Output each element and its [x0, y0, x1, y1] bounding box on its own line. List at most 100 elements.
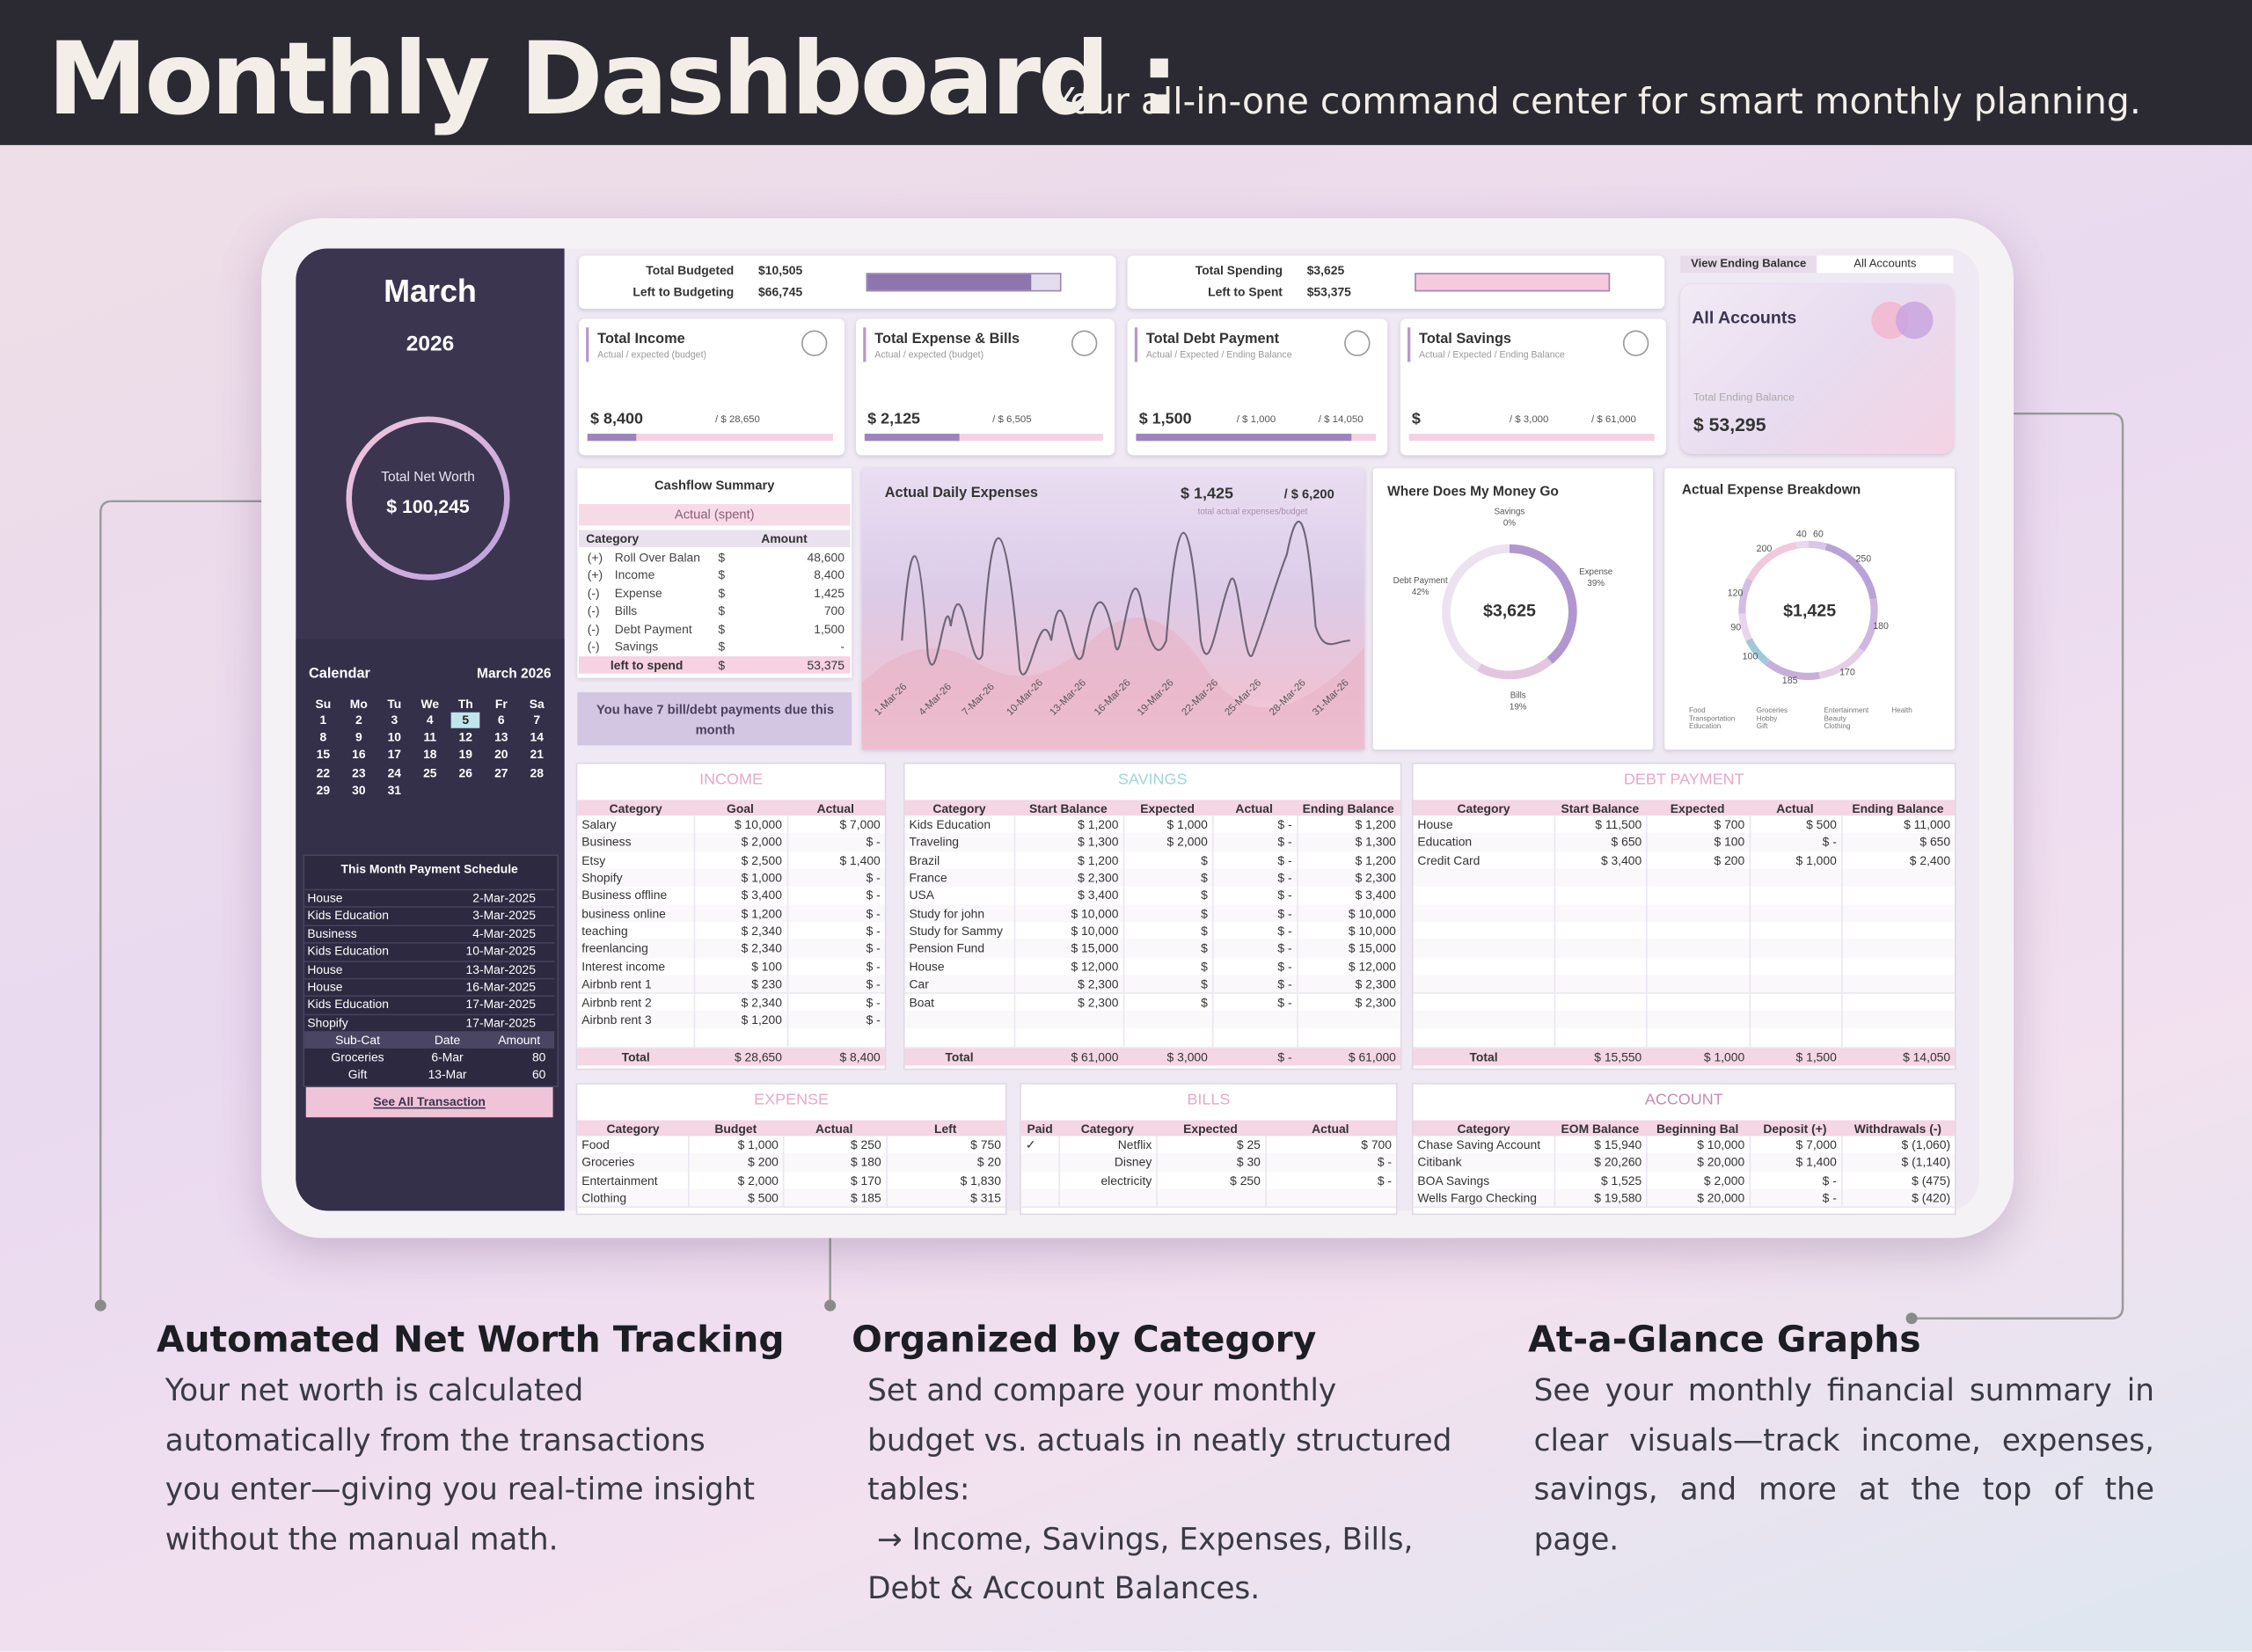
table-divider [1297, 1028, 1298, 1046]
table-cell: $ 100 [1650, 833, 1744, 851]
card-title: Total Debt Payment [1146, 332, 1279, 347]
table-cell: $ 20,000 [1650, 1189, 1744, 1207]
card-accent [1135, 327, 1137, 362]
table-cell: Category [1417, 1120, 1549, 1137]
table-divider [1212, 958, 1214, 976]
calendar-day: 28 [523, 765, 552, 781]
schedule-category: Kids Education [307, 944, 389, 958]
table-divider [1646, 887, 1648, 904]
cashflow-currency: $ [718, 621, 725, 635]
table-cell: Airbnb rent 1 [581, 976, 690, 993]
table-divider [1749, 833, 1751, 851]
calendar-day: 21 [523, 748, 552, 764]
table-cell: $ 1,525 [1558, 1172, 1641, 1189]
calendar-day: 1 [309, 713, 338, 728]
daily-title: Actual Daily Expenses [885, 486, 1038, 501]
table-cell: $ 10,000 [698, 815, 782, 833]
table-cell: $ 15,000 [1300, 939, 1395, 957]
table-divider [783, 1136, 785, 1153]
table-divider [1646, 1011, 1648, 1028]
table-divider [694, 1011, 696, 1028]
tab[interactable]: All Accounts [1817, 256, 1953, 274]
table-divider [1749, 1189, 1751, 1207]
cashflow-total-amount: 53,375 [761, 658, 844, 672]
table-cell: $ [1127, 976, 1208, 993]
table-cell: $ 3,400 [698, 887, 782, 904]
table-divider [1297, 904, 1298, 922]
table-divider [786, 939, 788, 957]
table-divider [1841, 1011, 1843, 1028]
table-divider [1554, 1172, 1556, 1189]
table-divider [1749, 887, 1751, 904]
table-divider [694, 869, 696, 887]
table-cell: House [909, 958, 1009, 976]
weekday: Su [309, 697, 338, 711]
schedule-category: Kids Education [307, 998, 389, 1012]
table-divider [1122, 833, 1124, 851]
table-divider [786, 958, 788, 976]
card-bar [1409, 434, 1655, 441]
schedule-date: 17-Mar-2025 [445, 998, 536, 1012]
slice-label: 19% [1475, 704, 1561, 713]
slice-name: Expense [1553, 569, 1639, 578]
slice-label: 90 [1722, 624, 1751, 633]
table-divider [1749, 1136, 1751, 1153]
table-cell: $ 3,400 [1300, 887, 1395, 904]
table-cell: $ 10,000 [1300, 904, 1395, 922]
table-divider [689, 1154, 691, 1172]
table-divider [1156, 1172, 1158, 1189]
table-divider [1122, 939, 1124, 957]
table-cell: $ 12,000 [1018, 958, 1118, 976]
feature-text: clear visuals—track income, expenses, [1534, 1422, 2154, 1457]
cashflow-category: Income [615, 568, 719, 582]
table-cell: Etsy [581, 852, 690, 869]
table-cell: $ - [1217, 852, 1292, 869]
table-divider [1749, 815, 1751, 833]
table-cell: $ - [1269, 1172, 1392, 1189]
table-divider [786, 922, 788, 939]
weekday: Tu [380, 697, 409, 711]
schedule-category: Business [307, 926, 356, 940]
feature-title: Organized by Category [852, 1319, 1316, 1360]
table-divider [1265, 1154, 1267, 1172]
table-cell: Paid [1026, 1120, 1055, 1137]
table-cell: $ 61,000 [1300, 1048, 1395, 1065]
table-divider [1212, 993, 1214, 1011]
breakdown-title: Actual Expense Breakdown [1682, 483, 1861, 499]
legend-entry: Entertainment [1824, 708, 1868, 715]
calendar-day: 5 [451, 713, 480, 728]
table-divider [786, 976, 788, 993]
table-divider [1841, 939, 1843, 957]
table-divider [694, 904, 696, 922]
table-divider [1297, 833, 1298, 851]
table-cell: Withdrawals (-) [1846, 1120, 1950, 1137]
tab[interactable]: View Ending Balance [1680, 256, 1817, 274]
table-cell: $ 700 [1650, 815, 1744, 833]
table-cell: $ 2,300 [1300, 869, 1395, 887]
table-divider [1841, 922, 1843, 939]
table-divider [1554, 852, 1556, 869]
cashflow-amount: - [761, 640, 844, 654]
feature-text: → Income, Savings, Expenses, Bills, [867, 1522, 1471, 1556]
calendar-day: 7 [523, 713, 552, 728]
see-all-text[interactable]: See All Transaction [306, 1094, 553, 1108]
table-cell: $ - [791, 904, 881, 922]
table-cell: $ 2,400 [1846, 852, 1950, 869]
card-title: Total Income [597, 332, 684, 347]
schedule-subheader: Date [408, 1033, 487, 1047]
table-cell: $ 2,000 [698, 833, 782, 851]
schedule-category: House [307, 890, 342, 904]
table-divider [1297, 939, 1298, 957]
summary-value: $53,375 [1307, 284, 1351, 298]
cashflow-amount: 8,400 [761, 568, 844, 582]
table-divider [786, 1011, 788, 1028]
table-cell: $ 2,500 [698, 852, 782, 869]
table-row [905, 1028, 1400, 1048]
table-divider [1058, 1154, 1060, 1172]
cashflow-amount: 1,425 [761, 586, 844, 600]
schedule-date: 3-Mar-2025 [445, 908, 536, 922]
table-cell: $ 650 [1558, 833, 1641, 851]
table-cell: $ 1,300 [1018, 833, 1118, 851]
table-cell: $ 19,580 [1558, 1189, 1641, 1207]
table-cell: $ - [1753, 833, 1837, 851]
